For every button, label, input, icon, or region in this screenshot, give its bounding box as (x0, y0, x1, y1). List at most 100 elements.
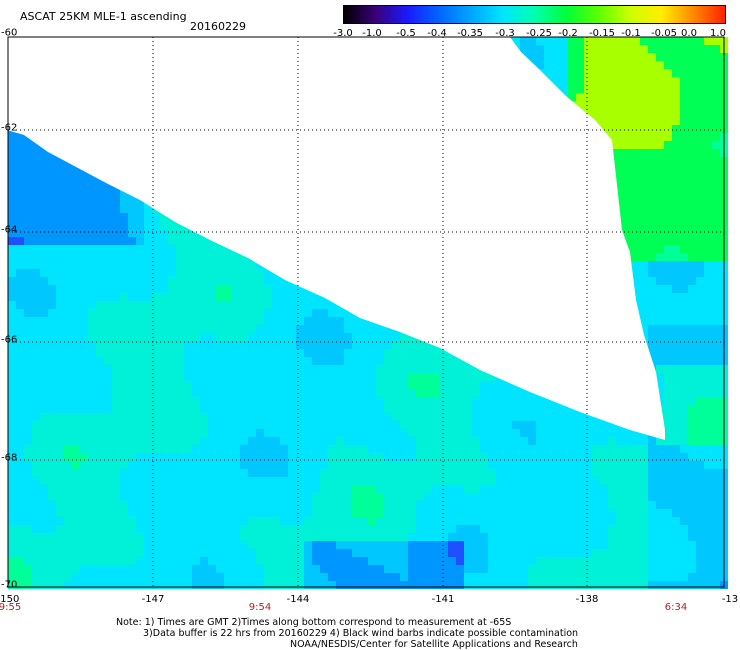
data-cell (136, 333, 144, 341)
data-cell (696, 133, 704, 141)
data-cell (72, 437, 80, 445)
data-cell (64, 405, 72, 413)
data-cell (152, 469, 160, 477)
data-cell (384, 453, 392, 461)
data-cell (696, 429, 704, 437)
data-cell (616, 437, 624, 445)
data-cell (696, 325, 704, 333)
data-cell (656, 301, 664, 309)
data-cell (648, 309, 656, 317)
data-cell (160, 413, 168, 421)
data-cell (48, 253, 56, 261)
data-cell (272, 437, 280, 445)
data-cell (112, 269, 120, 277)
data-cell (272, 333, 280, 341)
data-cell (448, 381, 456, 389)
data-cell (560, 413, 568, 421)
data-cell (8, 293, 16, 301)
data-cell (680, 285, 688, 293)
data-cell (712, 413, 720, 421)
data-cell (688, 341, 696, 349)
data-cell (552, 421, 560, 429)
data-cell (536, 429, 544, 437)
data-cell (656, 365, 664, 373)
data-cell (192, 405, 200, 413)
data-cell (168, 349, 176, 357)
data-cell (8, 325, 16, 333)
data-cell (592, 429, 600, 437)
data-cell (72, 317, 80, 325)
data-cell (240, 477, 248, 485)
data-cell (392, 445, 400, 453)
data-cell (672, 149, 680, 157)
data-cell (568, 37, 576, 45)
data-cell (96, 397, 104, 405)
data-cell (216, 413, 224, 421)
data-cell (456, 445, 464, 453)
data-cell (600, 53, 608, 61)
data-cell (32, 301, 40, 309)
data-cell (704, 365, 712, 373)
data-cell (584, 469, 592, 477)
data-cell (312, 429, 320, 437)
data-cell (40, 269, 48, 277)
data-cell (160, 405, 168, 413)
data-cell (120, 205, 128, 213)
data-cell (464, 413, 472, 421)
data-cell (192, 229, 200, 237)
data-cell (64, 261, 72, 269)
data-cell (56, 285, 64, 293)
data-cell (336, 381, 344, 389)
data-cell (240, 333, 248, 341)
data-cell (672, 53, 680, 61)
data-cell (688, 197, 696, 205)
data-cell (120, 309, 128, 317)
data-cell (320, 405, 328, 413)
data-cell (264, 333, 272, 341)
data-cell (680, 373, 688, 381)
data-cell (664, 277, 672, 285)
data-cell (432, 373, 440, 381)
data-cell (72, 429, 80, 437)
data-cell (544, 69, 552, 77)
data-cell (688, 389, 696, 397)
data-cell (536, 53, 544, 61)
data-cell (640, 285, 648, 293)
data-cell (624, 205, 632, 213)
data-cell (232, 437, 240, 445)
data-cell (416, 413, 424, 421)
data-cell (184, 421, 192, 429)
data-cell (40, 413, 48, 421)
data-cell (160, 269, 168, 277)
data-cell (200, 365, 208, 373)
data-cell (136, 229, 144, 237)
data-cell (440, 405, 448, 413)
data-cell (640, 437, 648, 445)
data-cell (696, 197, 704, 205)
data-cell (96, 469, 104, 477)
data-cell (656, 125, 664, 133)
data-cell (680, 173, 688, 181)
data-cell (608, 421, 616, 429)
data-cell (64, 245, 72, 253)
data-cell (328, 381, 336, 389)
data-cell (384, 469, 392, 477)
data-cell (712, 389, 720, 397)
data-cell (216, 461, 224, 469)
data-cell (152, 413, 160, 421)
data-cell (456, 389, 464, 397)
data-cell (688, 69, 696, 77)
data-cell (88, 365, 96, 373)
data-cell (48, 373, 56, 381)
data-cell (504, 413, 512, 421)
data-cell (176, 461, 184, 469)
data-cell (64, 341, 72, 349)
data-cell (392, 461, 400, 469)
data-cell (624, 53, 632, 61)
data-cell (80, 229, 88, 237)
data-cell (696, 357, 704, 365)
data-cell (240, 365, 248, 373)
data-cell (144, 301, 152, 309)
data-cell (688, 205, 696, 213)
data-cell (264, 269, 272, 277)
